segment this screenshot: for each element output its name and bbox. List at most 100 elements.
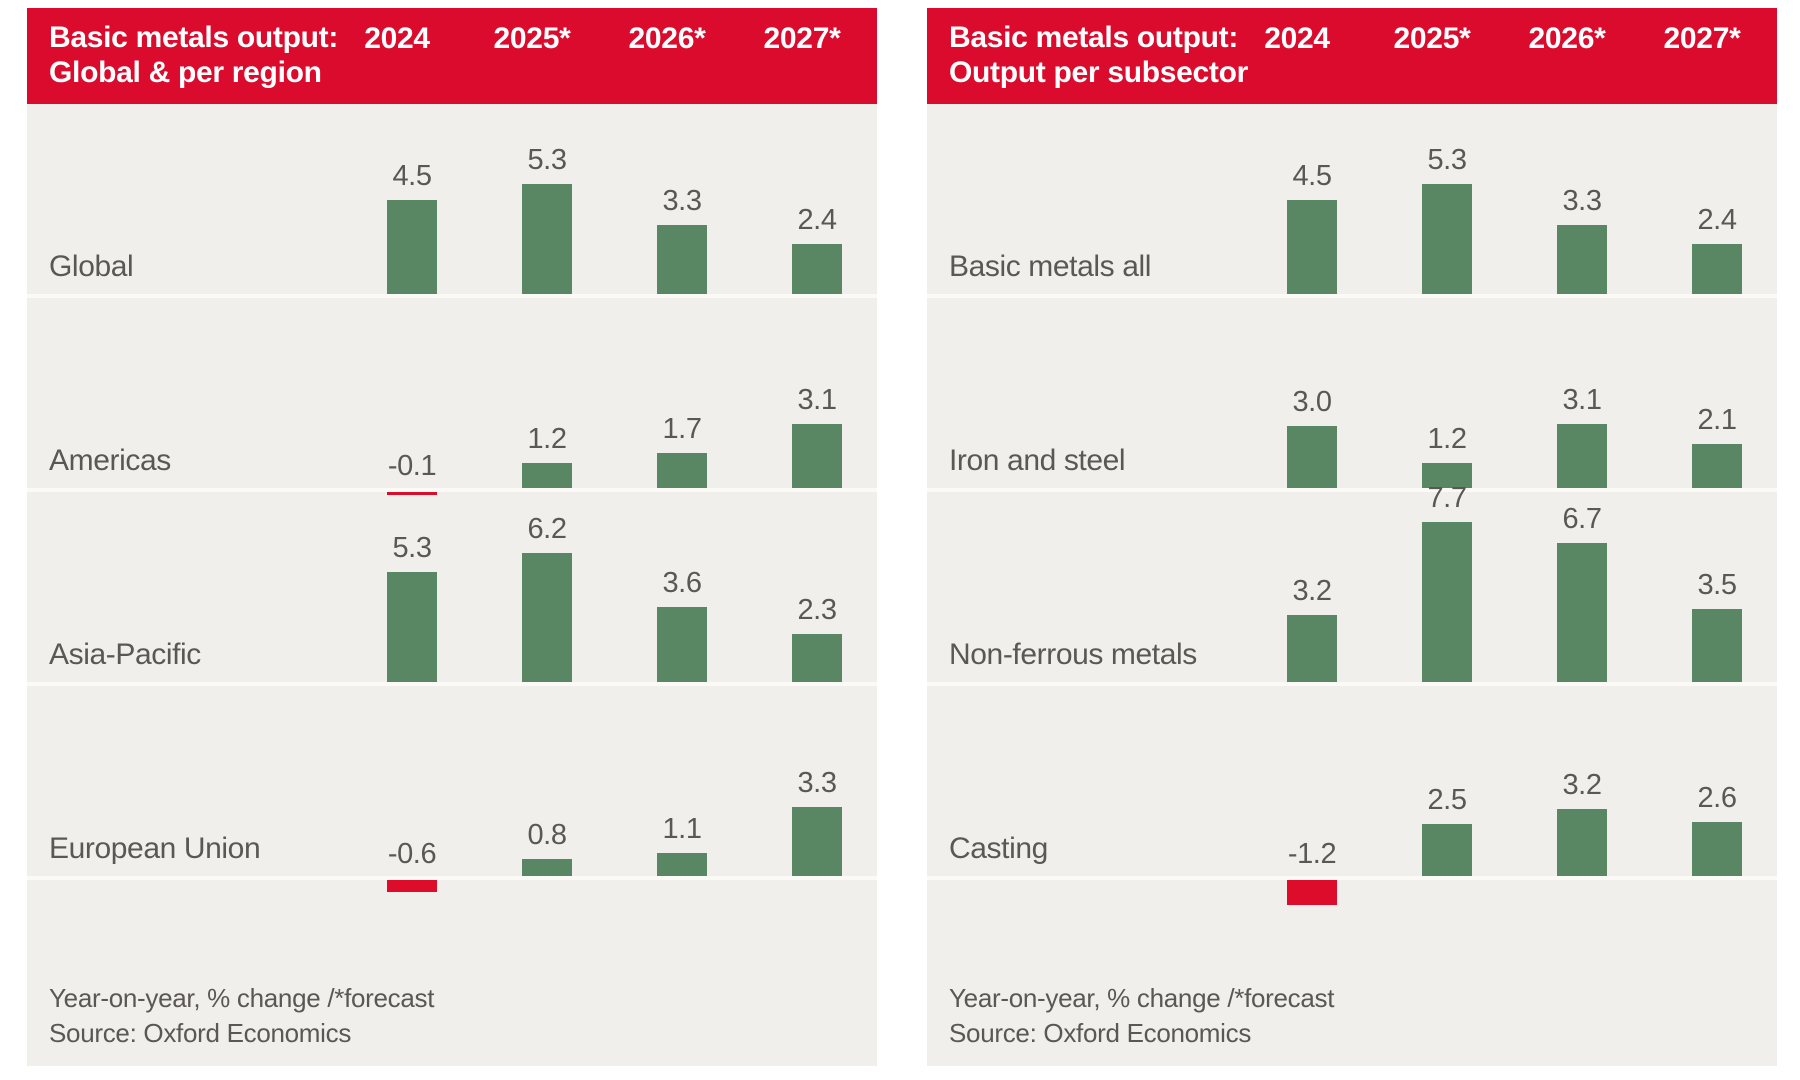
baseline (927, 876, 1777, 880)
bar-positive (1692, 444, 1742, 488)
bar-positive (657, 225, 707, 294)
bar-value-label: 3.2 (1292, 575, 1332, 608)
chart-row: Non-ferrous metals 3.2 7.7 6.7 3.5 (927, 482, 1777, 686)
chart-row: European Union -0.6 0.8 1.1 3.3 (27, 686, 877, 893)
chart-row: Global 4.5 5.3 3.3 2.4 (27, 104, 877, 298)
year-header: 2025* (1393, 22, 1471, 55)
bar-positive (657, 607, 707, 682)
bar-positive (1287, 425, 1337, 488)
bar-positive (1557, 423, 1607, 488)
bar-positive (522, 553, 572, 682)
bar-value-label: -0.1 (387, 450, 437, 482)
chart-panel-regions: Basic metals output: Global & per region 2… (27, 8, 877, 1066)
bar-value-label: 6.2 (527, 513, 567, 546)
source-note: Source: Oxford Economics (49, 1017, 352, 1048)
row-label: Asia-Pacific (49, 638, 201, 671)
panel-header: Basic metals output: Global & per region 2… (27, 8, 877, 104)
baseline (927, 682, 1777, 686)
baseline (27, 488, 877, 492)
chart-row: Iron and steel 3.0 1.2 3.1 2.1 (927, 298, 1777, 492)
bar-negative (1287, 880, 1337, 905)
year-header: 2027* (763, 22, 841, 55)
bar-value-label: 1.2 (527, 423, 567, 456)
bar-positive (792, 423, 842, 488)
baseline (27, 294, 877, 298)
bar-positive (1422, 463, 1472, 488)
bar-positive (792, 244, 842, 294)
bar-positive (387, 200, 437, 294)
bar-value-label: 2.5 (1427, 784, 1467, 816)
panel-title: Basic metals output: Global & per region (49, 20, 338, 91)
baseline (27, 682, 877, 686)
footnote: Year-on-year, % change /*forecast (949, 983, 1335, 1014)
bar-value-label: 4.5 (1292, 160, 1332, 193)
panel-header: Basic metals output: Output per subsector… (927, 8, 1777, 104)
chart-row: Casting -1.2 2.5 3.2 2.6 (927, 686, 1777, 905)
bar-positive (1287, 615, 1337, 682)
row-label: European Union (49, 832, 261, 865)
bar-value-label: 0.8 (527, 819, 567, 852)
bar-value-label: 2.6 (1697, 781, 1737, 814)
bar-value-label: 6.7 (1562, 502, 1602, 535)
bar-positive (1557, 542, 1607, 682)
bar-positive (1692, 821, 1742, 876)
bar-value-label: 3.1 (1562, 383, 1602, 416)
bar-positive (1287, 200, 1337, 294)
bar-value-label: 5.3 (392, 531, 432, 564)
panel-title-line1: Basic metals output: (949, 21, 1239, 54)
panel-title: Basic metals output: Output per subsector (949, 20, 1248, 91)
bar-value-label: -1.2 (1287, 838, 1337, 870)
bar-value-label: 1.1 (662, 813, 702, 846)
row-label: Americas (49, 444, 171, 477)
bar-positive (1557, 809, 1607, 876)
bar-value-label: 2.4 (1697, 204, 1737, 237)
panel-title-line2: Global & per region (49, 56, 322, 90)
footnote: Year-on-year, % change /*forecast (49, 983, 435, 1014)
bar-value-label: 3.3 (1562, 185, 1602, 218)
bar-value-label: 3.5 (1697, 569, 1737, 602)
year-header: 2024 (1264, 22, 1330, 55)
bar-positive (1422, 824, 1472, 876)
bar-positive (522, 463, 572, 488)
bar-value-label: 2.4 (797, 204, 837, 237)
panel-title-line2: Output per subsector (949, 56, 1249, 90)
chart-row: Basic metals all 4.5 5.3 3.3 2.4 (927, 104, 1777, 298)
bar-positive (1692, 244, 1742, 294)
bar-positive (657, 452, 707, 488)
panel-footer: Year-on-year, % change /*forecast Source:… (949, 981, 1334, 1050)
row-label: Non-ferrous metals (949, 638, 1197, 671)
bar-positive (1422, 183, 1472, 294)
bar-value-label: 3.6 (662, 567, 702, 600)
bar-value-label: 3.3 (797, 767, 837, 800)
chart-row: Americas -0.1 1.2 1.7 3.1 (27, 298, 877, 495)
bar-value-label: 7.7 (1427, 481, 1467, 514)
bar-positive (522, 183, 572, 294)
panel-title-line1: Basic metals output: (49, 21, 339, 54)
year-header: 2025* (493, 22, 571, 55)
bar-value-label: 3.1 (797, 383, 837, 416)
bar-value-label: 1.7 (662, 412, 702, 445)
chart-panel-subsectors: Basic metals output: Output per subsector… (927, 8, 1777, 1066)
bar-positive (792, 807, 842, 876)
year-header: 2026* (1528, 22, 1606, 55)
bar-value-label: 3.2 (1562, 769, 1602, 802)
bar-negative (387, 880, 437, 893)
chart-row: Asia-Pacific 5.3 6.2 3.6 2.3 (27, 492, 877, 686)
bar-negative (387, 492, 437, 495)
bar-positive (1692, 609, 1742, 682)
bar-value-label: 5.3 (527, 143, 567, 176)
bar-value-label: 2.1 (1697, 404, 1737, 437)
bar-value-label: -0.6 (387, 838, 437, 870)
panel-footer: Year-on-year, % change /*forecast Source:… (49, 981, 434, 1050)
baseline (927, 488, 1777, 492)
bar-positive (387, 571, 437, 682)
bar-positive (1557, 225, 1607, 294)
year-header: 2026* (628, 22, 706, 55)
bar-value-label: 1.2 (1427, 423, 1467, 456)
bar-positive (792, 634, 842, 682)
baseline (927, 294, 1777, 298)
bar-positive (522, 859, 572, 876)
row-label: Iron and steel (949, 444, 1126, 477)
row-label: Casting (949, 832, 1048, 865)
